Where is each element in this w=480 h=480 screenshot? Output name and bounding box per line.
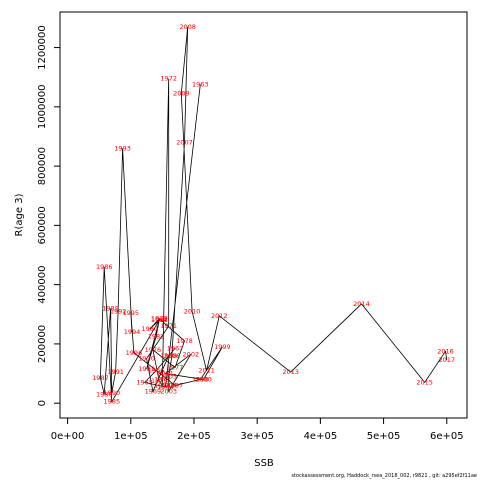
point-label-2011: 2011 bbox=[198, 367, 215, 375]
point-label-1968: 1968 bbox=[160, 352, 177, 360]
point-label-1970: 1970 bbox=[138, 355, 155, 363]
point-label-2014: 2014 bbox=[353, 300, 370, 308]
point-label-1989: 1989 bbox=[102, 304, 119, 312]
point-label-1966: 1966 bbox=[148, 367, 165, 375]
point-label-2002: 2002 bbox=[183, 350, 200, 358]
point-label-2012: 2012 bbox=[211, 312, 228, 320]
point-label-1976: 1976 bbox=[145, 346, 162, 354]
point-label-1974: 1974 bbox=[154, 381, 171, 389]
point-label-1998: 1998 bbox=[192, 375, 209, 383]
point-label-1981: 1981 bbox=[151, 316, 168, 324]
recruitment-series bbox=[99, 26, 448, 404]
point-label-1995: 1995 bbox=[123, 309, 140, 317]
point-label-2005: 2005 bbox=[160, 373, 177, 381]
point-label-1991: 1991 bbox=[107, 368, 124, 376]
point-label-1963: 1963 bbox=[192, 81, 209, 89]
y-tick-label: 400000 bbox=[37, 266, 48, 304]
point-label-1987: 1987 bbox=[92, 374, 109, 382]
y-axis: 0 200000 400000 600000 800000 1000000 1200000 bbox=[37, 25, 61, 406]
point-label-1978: 1978 bbox=[176, 337, 193, 345]
point-label-1980: 1980 bbox=[141, 325, 158, 333]
point-label-1984: 1984 bbox=[151, 316, 168, 324]
point-label-1973: 1973 bbox=[154, 375, 171, 383]
point-label-2010: 2010 bbox=[184, 307, 201, 315]
x-tick-label: 0e+00 bbox=[51, 431, 85, 442]
point-label-1985: 1985 bbox=[104, 398, 121, 406]
point-label-1972: 1972 bbox=[160, 75, 177, 83]
y-tick-label: 200000 bbox=[37, 325, 48, 363]
point-label-1971: 1971 bbox=[160, 322, 177, 330]
point-label-2006: 2006 bbox=[164, 352, 181, 360]
point-label-2000: 2000 bbox=[195, 375, 212, 383]
point-label-2008: 2008 bbox=[179, 23, 196, 31]
point-label-1994: 1994 bbox=[124, 328, 141, 336]
point-label-1983: 1983 bbox=[138, 365, 155, 373]
x-axis-label: SSB bbox=[254, 458, 274, 469]
point-label-1969: 1969 bbox=[145, 387, 162, 395]
point-label-2016: 2016 bbox=[437, 347, 454, 355]
point-label-2004: 2004 bbox=[160, 381, 177, 389]
y-tick-label: 800000 bbox=[37, 147, 48, 185]
y-tick-label: 0 bbox=[37, 400, 48, 406]
point-label-2015: 2015 bbox=[416, 378, 433, 386]
x-tick-label: 2e+05 bbox=[177, 431, 211, 442]
point-label-1986: 1986 bbox=[96, 263, 113, 271]
y-tick-label: 1000000 bbox=[37, 85, 48, 130]
point-label-1979: 1979 bbox=[151, 315, 168, 323]
point-label-1982: 1982 bbox=[148, 333, 165, 341]
point-label-1988: 1988 bbox=[96, 390, 113, 398]
point-label-1997: 1997 bbox=[167, 381, 184, 389]
point-label-1992: 1992 bbox=[110, 307, 127, 315]
point-label-1990: 1990 bbox=[104, 389, 121, 397]
point-label-2017: 2017 bbox=[439, 356, 456, 364]
x-tick-label: 5e+05 bbox=[367, 431, 401, 442]
point-label-2013: 2013 bbox=[282, 368, 299, 376]
point-label-1975: 1975 bbox=[151, 377, 168, 385]
y-tick-label: 600000 bbox=[37, 206, 48, 244]
x-tick-label: 6e+05 bbox=[430, 431, 464, 442]
y-tick-label: 1200000 bbox=[37, 25, 48, 70]
footer-source-note: stockassessment.org, Haddock_rsea_2018_0… bbox=[291, 473, 477, 479]
point-label-2003: 2003 bbox=[160, 387, 177, 395]
point-label-2007: 2007 bbox=[176, 138, 193, 146]
point-label-1967: 1967 bbox=[167, 344, 184, 352]
x-tick-label: 3e+05 bbox=[240, 431, 274, 442]
x-axis: 0e+00 1e+05 2e+05 3e+05 4e+05 5e+05 6e+05 bbox=[51, 417, 464, 442]
y-axis-label: R(age 3) bbox=[14, 193, 25, 236]
x-tick-label: 1e+05 bbox=[114, 431, 148, 442]
series-line bbox=[99, 26, 448, 404]
x-tick-label: 4e+05 bbox=[304, 431, 338, 442]
point-label-1996: 1996 bbox=[126, 349, 143, 357]
point-label-1999: 1999 bbox=[214, 343, 231, 351]
point-label-1993: 1993 bbox=[114, 144, 131, 152]
point-label-2009: 2009 bbox=[173, 89, 190, 97]
point-label-1977: 1977 bbox=[167, 364, 184, 372]
point-label-1965: 1965 bbox=[136, 378, 153, 386]
point-label-2001: 2001 bbox=[157, 370, 174, 378]
point-label-1964: 1964 bbox=[157, 383, 174, 391]
